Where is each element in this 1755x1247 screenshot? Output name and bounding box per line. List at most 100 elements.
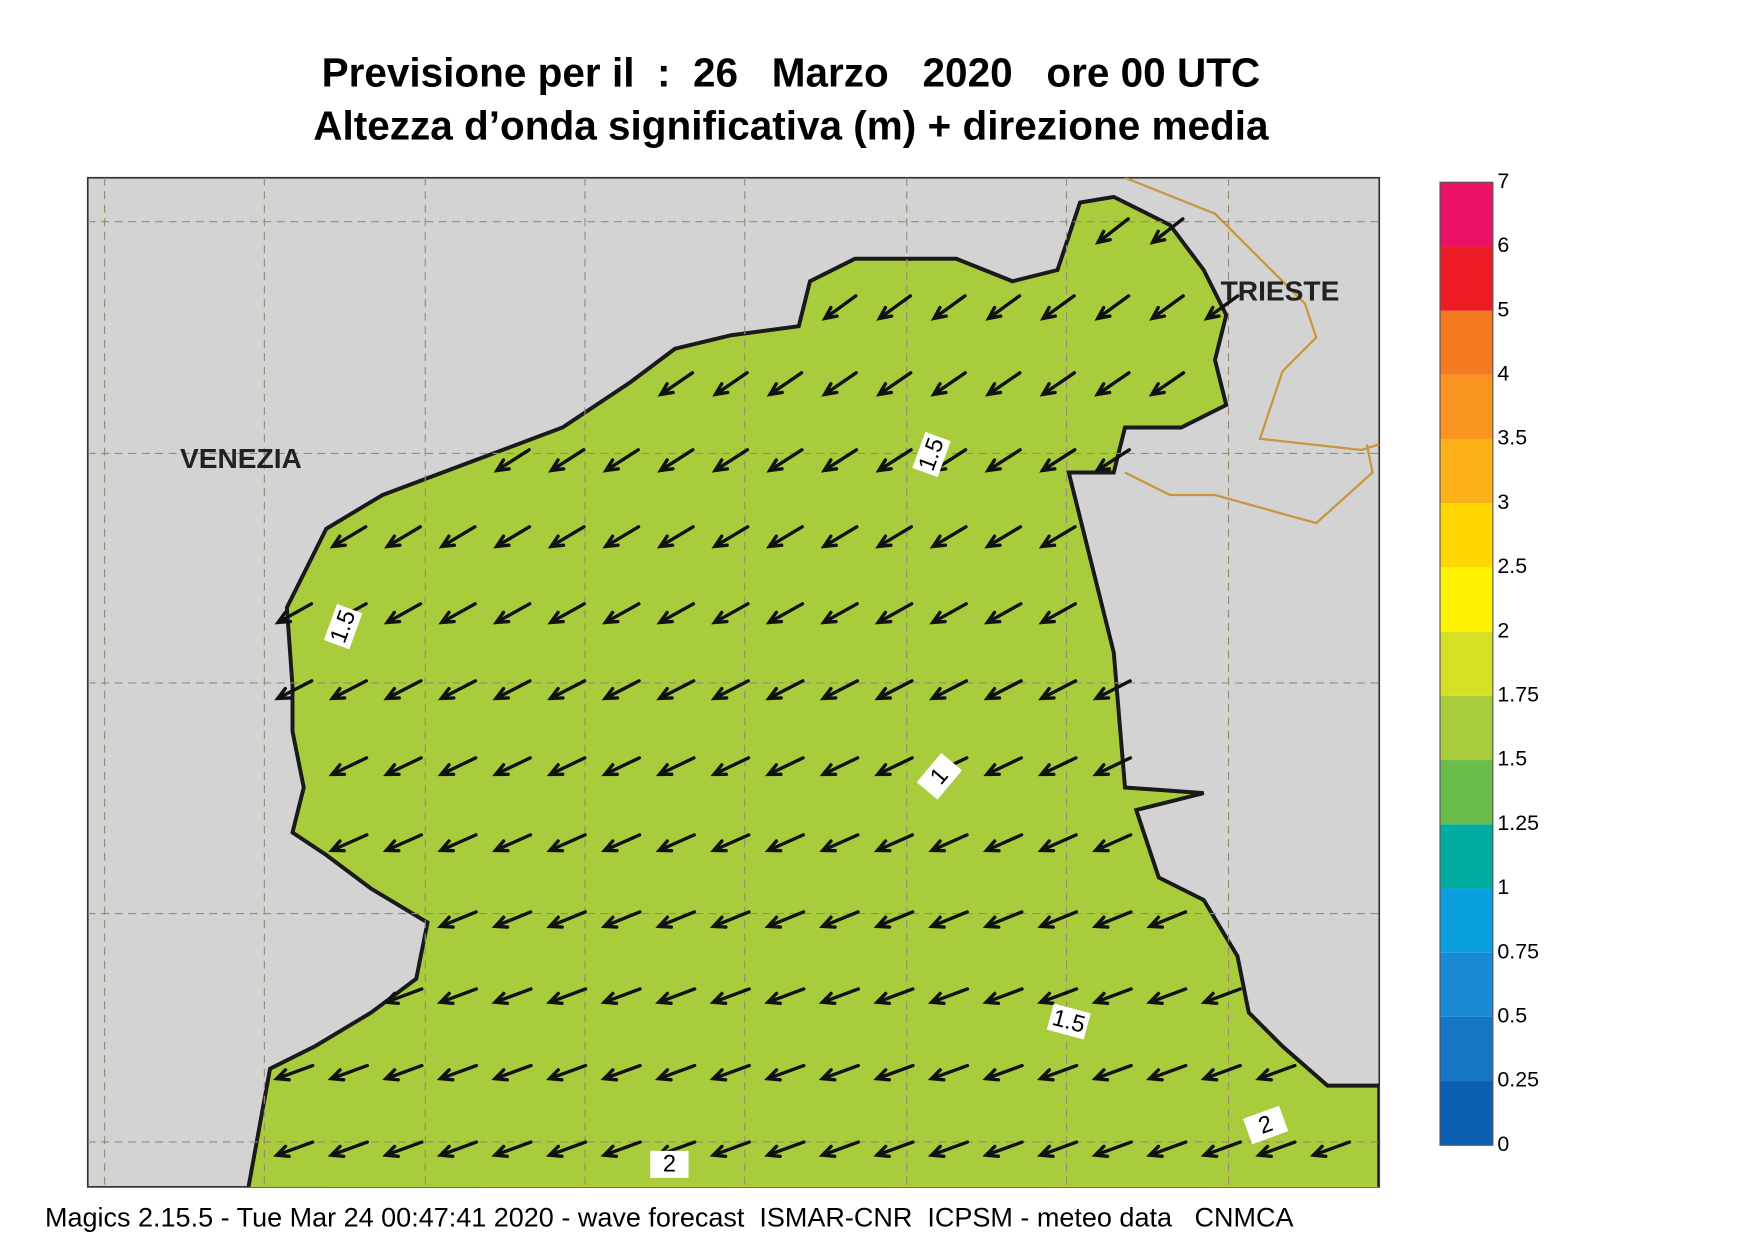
arrow	[328, 679, 368, 701]
arrow	[765, 679, 805, 701]
colorbar-band	[1440, 824, 1493, 889]
arrow	[710, 756, 751, 777]
colorbar-band	[1440, 246, 1493, 311]
arrow	[382, 987, 424, 1006]
arrow	[492, 602, 532, 625]
arrow	[602, 448, 640, 473]
arrow	[928, 833, 969, 853]
arrow	[709, 910, 751, 929]
arrow	[655, 756, 696, 777]
colorbar-label: 0.75	[1497, 939, 1539, 963]
arrow	[927, 1140, 970, 1158]
arrow	[273, 1140, 315, 1158]
colorbar-label: 6	[1497, 233, 1509, 257]
arrow	[491, 1140, 533, 1158]
arrow	[327, 1140, 369, 1158]
arrow	[383, 679, 423, 701]
arrow	[437, 910, 478, 929]
arrow	[820, 602, 859, 625]
arrow	[1039, 294, 1076, 321]
arrow	[492, 679, 532, 701]
arrow	[929, 602, 968, 625]
arrow	[437, 679, 478, 701]
arrow	[329, 525, 368, 549]
arrow	[982, 833, 1024, 853]
arrow	[819, 756, 860, 777]
arrow	[1092, 756, 1133, 777]
arrow	[600, 910, 642, 929]
colorbar-label: 3.5	[1497, 426, 1527, 450]
arrow	[1039, 371, 1077, 397]
arrow	[1039, 448, 1077, 473]
arrow	[1037, 833, 1078, 853]
arrow	[436, 987, 479, 1006]
arrow	[1200, 1140, 1242, 1158]
arrow	[983, 679, 1023, 701]
arrow	[1091, 910, 1133, 929]
arrow	[1037, 756, 1078, 777]
arrow	[982, 910, 1024, 929]
arrow	[493, 525, 532, 549]
arrow	[820, 448, 859, 473]
arrow	[1038, 525, 1077, 549]
arrow	[655, 987, 697, 1006]
arrow	[657, 371, 695, 397]
colorbar-label: 3	[1497, 490, 1509, 514]
arrow	[601, 833, 642, 853]
colorbar-band	[1440, 374, 1493, 440]
label-bg	[1046, 1003, 1091, 1040]
arrow	[765, 756, 805, 777]
colorbar-band	[1440, 631, 1493, 696]
arrow	[983, 602, 1023, 625]
arrow	[982, 1140, 1024, 1158]
arrow	[655, 910, 697, 929]
arrow	[492, 756, 532, 777]
arrow	[818, 1063, 861, 1082]
contour-label: 1	[916, 752, 963, 800]
arrow	[930, 294, 967, 321]
title-line: Altezza d’onda significativa (m) + direz…	[313, 103, 1269, 149]
arrow	[383, 756, 423, 777]
label-bg	[912, 431, 951, 478]
arrow	[656, 602, 696, 625]
border	[1124, 177, 1380, 525]
arrow	[711, 448, 750, 473]
arrow	[437, 756, 478, 777]
arrow	[873, 1063, 915, 1082]
arrow	[1093, 448, 1131, 473]
arrow	[547, 602, 586, 625]
arrow	[819, 679, 860, 701]
arrow	[328, 833, 369, 853]
colorbar-band	[1440, 310, 1493, 375]
arrow	[874, 602, 914, 625]
arrow	[382, 1063, 424, 1082]
arrow	[766, 525, 804, 549]
arrow	[874, 679, 914, 701]
arrow	[1094, 294, 1131, 321]
arrow	[709, 1140, 751, 1158]
colorbar-band	[1440, 695, 1493, 761]
arrow	[600, 1063, 642, 1082]
arrow	[600, 1140, 642, 1158]
arrow	[491, 987, 533, 1006]
arrow	[819, 833, 860, 853]
colorbar-label: 0.5	[1497, 1003, 1527, 1027]
label-bg	[1243, 1105, 1289, 1145]
colorbar-frame	[1439, 181, 1494, 1146]
arrow	[546, 756, 587, 777]
arrow	[873, 910, 915, 929]
arrow	[766, 448, 804, 473]
colorbar-band	[1440, 952, 1493, 1017]
direction-arrows	[273, 217, 1352, 1158]
colorbar-label: 2.5	[1497, 554, 1527, 578]
arrow	[764, 987, 806, 1006]
arrow	[875, 448, 913, 473]
colorbar-label: 1.75	[1497, 682, 1539, 706]
arrow	[766, 371, 804, 397]
colorbar-band	[1440, 760, 1493, 825]
arrow	[1200, 1063, 1242, 1082]
arrow	[547, 525, 586, 549]
title-line: Previsione per il : 26 Marzo 2020 ore 00…	[322, 50, 1261, 96]
